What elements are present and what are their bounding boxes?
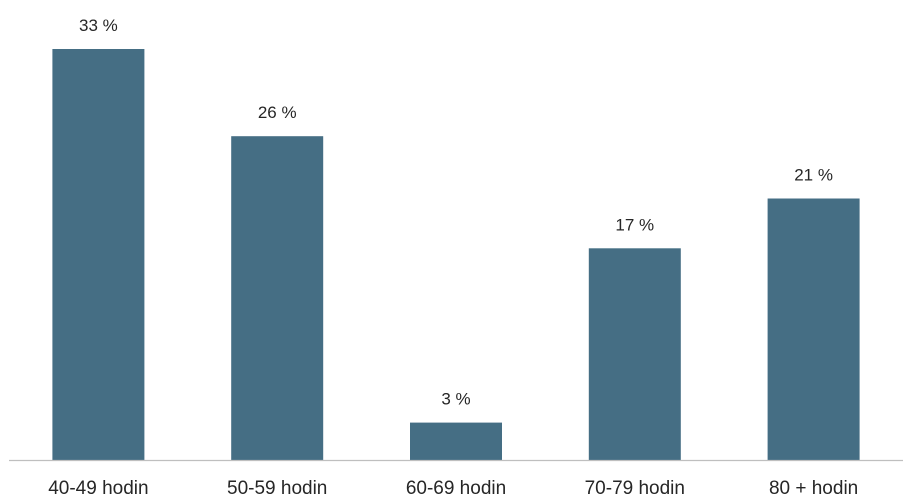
category-tick-label: 80 + hodin — [769, 478, 858, 499]
category-tick-label: 50-59 hodin — [227, 478, 327, 499]
bar-value-label: 21 % — [794, 166, 833, 185]
category-tick-label: 40-49 hodin — [48, 478, 148, 499]
bar-1 — [52, 49, 145, 460]
bar-value-label: 3 % — [441, 390, 470, 409]
category-labels-group: 40-49 hodin 50-59 hodin 60-69 hodin 70-79 h… — [48, 478, 858, 499]
category-tick-label: 70-79 hodin — [585, 478, 685, 499]
category-tick-label: 60-69 hodin — [406, 478, 506, 499]
bars-group — [52, 49, 860, 460]
bar-2 — [231, 136, 324, 460]
bar-value-label: 33 % — [79, 16, 118, 35]
bar-5 — [767, 198, 860, 460]
value-labels-group: 33 % 26 % 3 % 17 % 21 % — [79, 16, 833, 409]
bar-3 — [410, 422, 502, 460]
bar-4 — [588, 248, 681, 460]
bar-value-label: 26 % — [258, 103, 297, 122]
bar-value-label: 17 % — [615, 215, 654, 234]
